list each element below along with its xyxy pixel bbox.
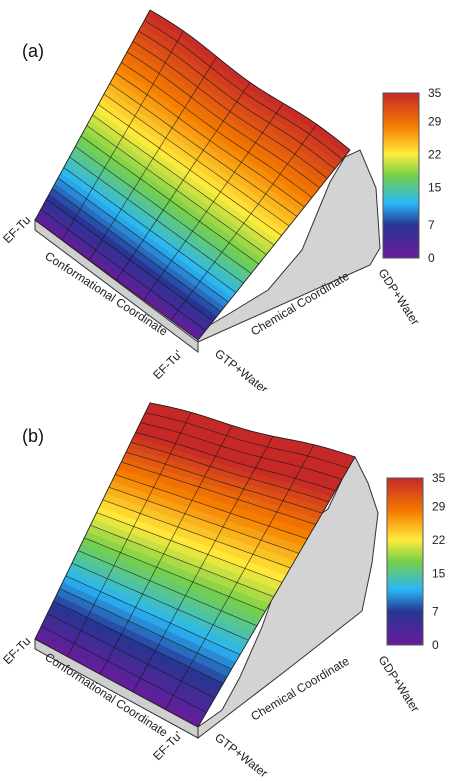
colorbar-ticks: 0 7 15 22 29 35 xyxy=(428,86,442,265)
mesh-line xyxy=(125,451,323,514)
mesh-line xyxy=(41,626,207,713)
colorbar-tick-label: 29 xyxy=(428,114,442,128)
mesh-line xyxy=(114,474,308,540)
mesh-line xyxy=(135,432,336,492)
surface-mesh xyxy=(34,402,356,728)
colorbar-tick-label: 0 xyxy=(428,251,435,265)
mesh-line xyxy=(130,441,329,503)
mesh-line xyxy=(108,486,300,554)
y-start-label: GTP+Water xyxy=(212,346,270,391)
mesh-line xyxy=(65,575,241,656)
surface-side-wall xyxy=(197,149,381,343)
mesh-line xyxy=(61,30,184,241)
mesh-line xyxy=(67,412,192,657)
surface-outline xyxy=(34,9,351,341)
mesh-line xyxy=(59,588,232,670)
colorbar xyxy=(386,477,424,646)
colorbar-tick-label: 35 xyxy=(432,471,446,485)
y-start-label: GTP+Water xyxy=(212,730,270,780)
mesh-line xyxy=(132,436,274,692)
mesh-line xyxy=(71,562,249,641)
x-start-label: EF-Tu xyxy=(0,213,33,246)
colorbar-tick-label: 22 xyxy=(428,147,442,161)
colorbar-tick-label: 15 xyxy=(428,180,442,194)
mesh-line xyxy=(116,82,251,281)
mesh-line xyxy=(145,412,349,469)
colorbar-tick-label: 15 xyxy=(432,566,446,580)
mesh-line xyxy=(96,512,283,583)
y-end-label: GDP+Water xyxy=(375,266,422,328)
colorbar-tick-label: 22 xyxy=(432,533,446,547)
colorbar-ticks: 0 7 15 22 29 35 xyxy=(432,471,446,652)
colorbar-tick-label: 29 xyxy=(432,500,446,514)
y-end-label: GDP+Water xyxy=(375,653,422,715)
surface-mesh xyxy=(34,9,351,341)
mesh-line xyxy=(89,56,217,261)
x-start-label: EF-Tu xyxy=(0,634,33,667)
mesh-line xyxy=(53,600,224,684)
colorbar xyxy=(382,92,420,259)
mesh-line xyxy=(90,524,274,598)
surface-base-wall xyxy=(34,219,199,353)
mesh-line xyxy=(140,422,343,480)
mesh-line xyxy=(99,425,233,675)
mesh-line xyxy=(47,613,215,699)
mesh-line xyxy=(77,550,258,627)
panel-label: (a) xyxy=(22,41,44,61)
mesh-line xyxy=(143,103,284,301)
colorbar-tick-label: 7 xyxy=(428,218,435,232)
mesh-line xyxy=(165,444,315,710)
colorbar-tick-label: 7 xyxy=(432,605,439,619)
mesh-line xyxy=(84,537,266,612)
mesh-line xyxy=(121,461,316,525)
panel-label: (b) xyxy=(22,426,44,446)
mesh-line xyxy=(102,499,291,569)
colorbar-tick-label: 35 xyxy=(428,86,442,100)
panel-b: (b) 0 7 15 22 29 35 EF-Tu Conformational Coor… xyxy=(0,391,459,781)
panel-a: (a) 0 7 15 22 29 35 EF-Tu Conformational Coor… xyxy=(0,9,442,391)
surface-outline xyxy=(34,402,356,728)
x-end-label: EF-Tu' xyxy=(150,347,185,382)
colorbar-tick-label: 0 xyxy=(432,638,439,652)
mesh-line xyxy=(170,124,317,321)
